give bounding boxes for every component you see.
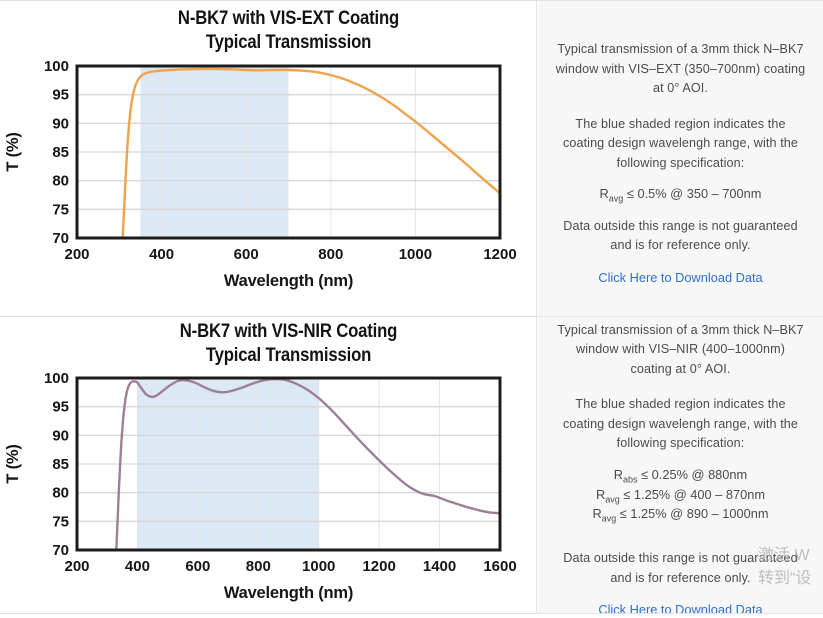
spec-line: Ravg ≤ 1.25% @ 890 – 1000nm bbox=[592, 506, 769, 524]
x-axis-label: Wavelength (nm) bbox=[224, 272, 353, 290]
vis-ext-description-panel: Typical transmission of a 3mm thick N–BK… bbox=[538, 1, 823, 316]
x-tick-label: 400 bbox=[125, 558, 150, 575]
y-tick-label: 90 bbox=[52, 115, 69, 132]
top-border bbox=[0, 0, 823, 1]
x-tick-label: 200 bbox=[64, 246, 89, 263]
chart-title: N-BK7 with VIS-NIR Coating bbox=[179, 321, 398, 342]
y-tick-label: 95 bbox=[52, 87, 69, 104]
chart-subtitle: Typical Transmission bbox=[205, 32, 372, 53]
y-axis-label: T (%) bbox=[4, 444, 22, 483]
panel-paragraph: Data outside this range is not guarantee… bbox=[563, 218, 798, 253]
windows-activation-watermark: 激活 W 转到“设 bbox=[758, 544, 811, 590]
vis-nir-description-panel: Typical transmission of a 3mm thick N–BK… bbox=[538, 317, 823, 617]
y-tick-label: 75 bbox=[52, 513, 69, 530]
y-tick-label: 100 bbox=[44, 370, 69, 387]
y-tick-label: 70 bbox=[52, 542, 69, 559]
vis-ext-transmission-chart: 200 400 600 800 1000 1200 70 75 80 85 90 95 100 Wavel… bbox=[4, 58, 517, 290]
transmission-curve bbox=[121, 67, 501, 239]
vis-ext-chart-title-block: N-BK7 with VIS-EXT Coating Typical Trans… bbox=[102, 7, 474, 55]
vis-ext-chart-cell: N-BK7 with VIS-EXT Coating Typical Trans… bbox=[0, 1, 537, 316]
x-tick-label: 800 bbox=[318, 246, 343, 263]
watermark-line: 激活 W bbox=[758, 547, 810, 564]
vis-nir-chart-title-block: N-BK7 with VIS-NIR Coating Typical Trans… bbox=[102, 320, 474, 368]
spec-line: Ravg ≤ 0.5% @ 350 – 700nm bbox=[599, 186, 762, 204]
panel-paragraph: Data outside this range is not guarantee… bbox=[563, 551, 798, 585]
x-tick-label: 800 bbox=[246, 558, 271, 575]
coating-specs: Rabs ≤ 0.25% @ 880nm Ravg ≤ 1.25% @ 400 –… bbox=[592, 466, 768, 525]
y-tick-label: 85 bbox=[52, 456, 69, 473]
x-tick-label: 1000 bbox=[399, 246, 432, 263]
coating-specs: Ravg ≤ 0.5% @ 350 – 700nm bbox=[600, 185, 762, 205]
x-tick-label: 1200 bbox=[362, 558, 395, 575]
x-axis-label: Wavelength (nm) bbox=[224, 584, 353, 602]
watermark-line: 转到“设 bbox=[758, 570, 812, 587]
download-data-link[interactable]: Click Here to Download Data bbox=[598, 269, 763, 285]
y-tick-label: 80 bbox=[52, 173, 69, 190]
vis-nir-transmission-chart: 200 400 600 800 1000 1200 1400 1600 70 75 80 85 90 95… bbox=[4, 370, 517, 602]
spec-line: Ravg ≤ 1.25% @ 400 – 870nm bbox=[596, 486, 765, 505]
plot-frame bbox=[75, 376, 502, 552]
panel-paragraph: The blue shaded region indicates the coa… bbox=[562, 397, 799, 451]
plot-frame bbox=[75, 64, 502, 240]
bottom-border bbox=[0, 613, 823, 614]
x-tick-label: 600 bbox=[185, 558, 210, 575]
y-axis-label: T (%) bbox=[4, 132, 22, 171]
chart-title: N-BK7 with VIS-EXT Coating bbox=[177, 8, 400, 29]
y-tick-label: 75 bbox=[52, 201, 69, 218]
x-tick-label: 600 bbox=[234, 246, 259, 263]
y-tick-label: 95 bbox=[52, 399, 69, 416]
y-tick-label: 70 bbox=[52, 230, 69, 247]
x-tick-label: 1000 bbox=[302, 558, 335, 575]
x-tick-label: 1400 bbox=[423, 558, 456, 575]
y-tick-label: 85 bbox=[52, 144, 69, 161]
transmission-curve bbox=[115, 377, 501, 551]
x-tick-label: 1200 bbox=[483, 246, 516, 263]
spec-line: Rabs ≤ 0.25% @ 880nm bbox=[613, 467, 748, 485]
row-divider bbox=[0, 316, 823, 317]
y-tick-label: 90 bbox=[52, 427, 69, 444]
y-tick-label: 100 bbox=[44, 58, 69, 75]
chart-subtitle: Typical Transmission bbox=[205, 345, 372, 366]
panel-paragraph: Typical transmission of a 3mm thick N–BK… bbox=[557, 322, 804, 376]
x-tick-label: 400 bbox=[149, 246, 174, 263]
x-tick-label: 200 bbox=[64, 558, 89, 575]
y-tick-label: 80 bbox=[52, 485, 69, 502]
x-tick-label: 1600 bbox=[483, 558, 516, 575]
panel-paragraph: Typical transmission of a 3mm thick N–BK… bbox=[555, 42, 806, 96]
vis-nir-chart-cell: N-BK7 with VIS-NIR Coating Typical Trans… bbox=[0, 317, 537, 613]
panel-paragraph: The blue shaded region indicates the coa… bbox=[562, 116, 799, 170]
download-data-link[interactable]: Click Here to Download Data bbox=[598, 602, 763, 618]
